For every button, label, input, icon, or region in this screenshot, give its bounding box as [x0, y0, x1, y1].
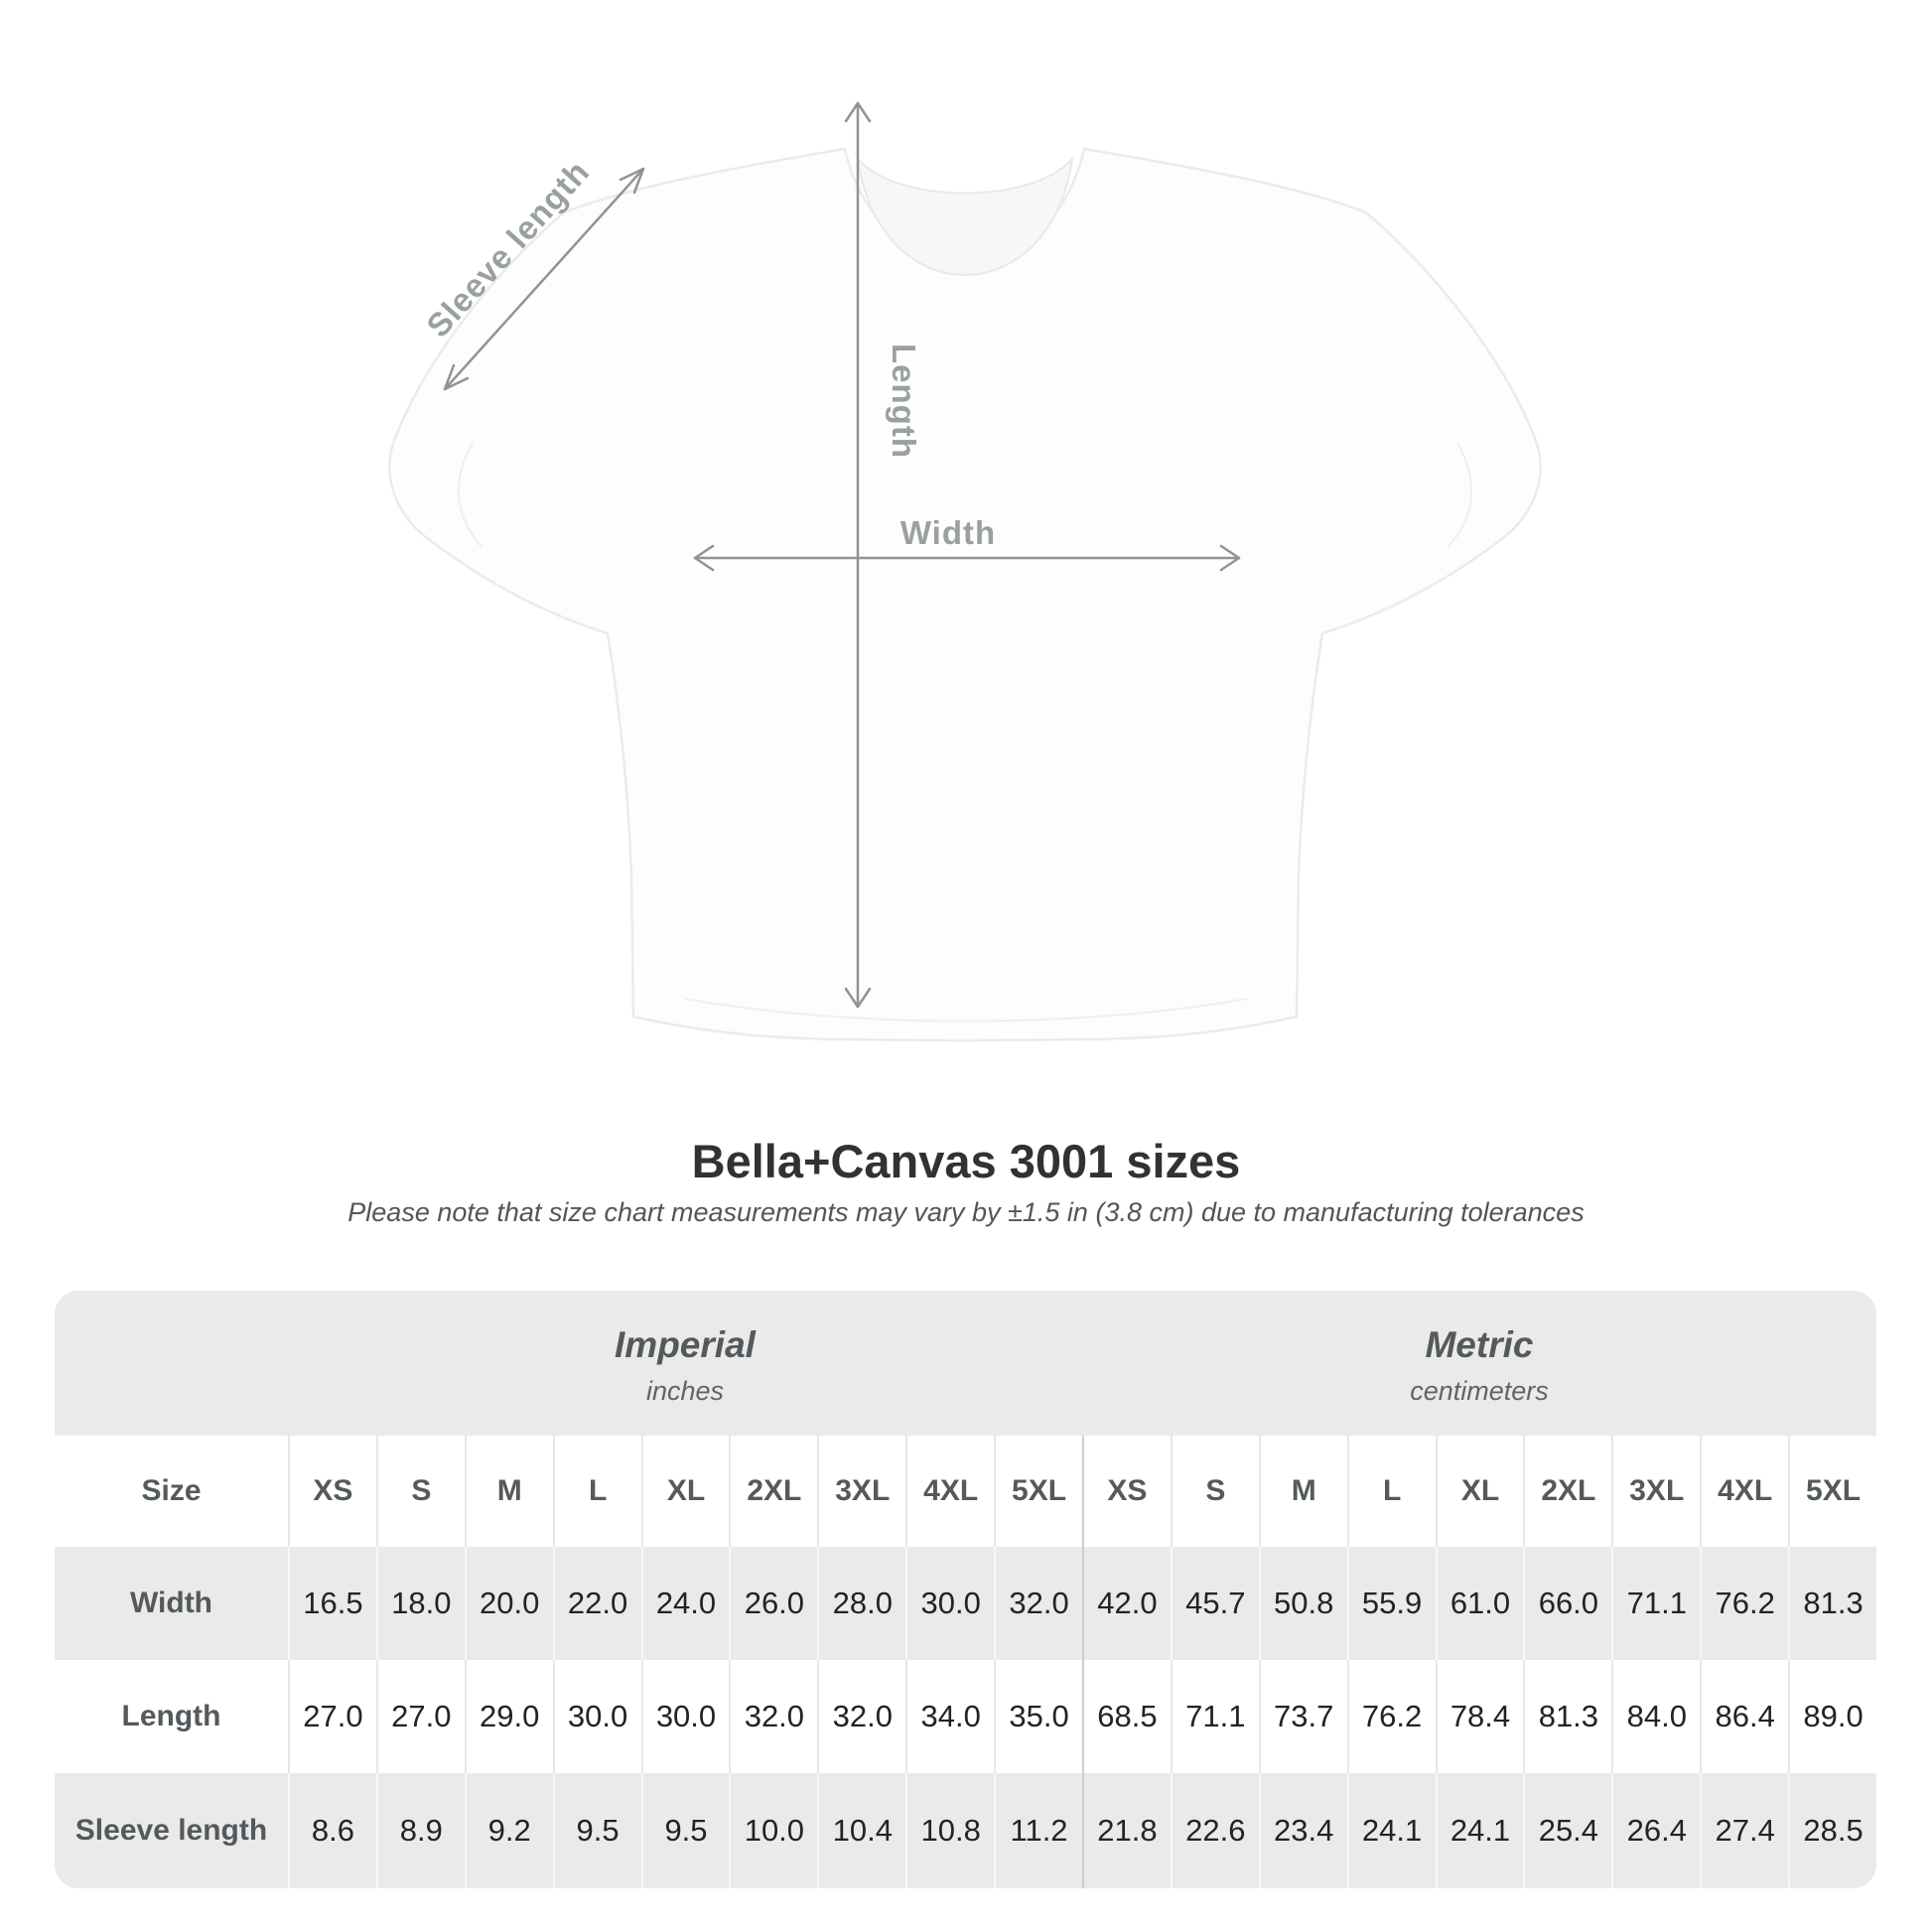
table-cell: 71.1 — [1170, 1660, 1259, 1773]
table-cell: 21.8 — [1081, 1773, 1171, 1888]
row-label: Width — [55, 1547, 288, 1660]
measurement-arrows — [443, 101, 1241, 1009]
table-cell: 9.2 — [464, 1773, 553, 1888]
size-col-header: 2XL — [1523, 1436, 1612, 1547]
length-label: Length — [886, 344, 922, 459]
row-label: Sleeve length — [55, 1773, 288, 1888]
size-col-header: M — [464, 1436, 553, 1547]
imperial-unit-label: inches — [645, 1375, 725, 1406]
tshirt-body — [388, 147, 1542, 1042]
size-chart-card: Imperial inches Metric centimeters Size … — [55, 1291, 1876, 1888]
size-col-header: M — [1258, 1436, 1347, 1547]
table-cell: 73.7 — [1258, 1660, 1347, 1773]
table-cell: 35.0 — [994, 1660, 1082, 1773]
imperial-header: Imperial inches — [288, 1291, 1082, 1436]
table-cell: 28.5 — [1788, 1773, 1876, 1888]
size-col-header: S — [1170, 1436, 1259, 1547]
size-col-header: L — [1346, 1436, 1436, 1547]
hem-line — [684, 998, 1248, 1023]
table-cell: 30.0 — [905, 1547, 995, 1660]
table-cell: 25.4 — [1523, 1773, 1612, 1888]
table-cell: 78.4 — [1435, 1660, 1524, 1773]
table-cell: 42.0 — [1081, 1547, 1171, 1660]
table-cell: 10.8 — [905, 1773, 995, 1888]
size-col-header: 5XL — [994, 1436, 1082, 1547]
table-cell: 76.2 — [1346, 1660, 1436, 1773]
table-cell: 28.0 — [817, 1547, 906, 1660]
size-col-header: 2XL — [729, 1436, 818, 1547]
table-cell: 81.3 — [1788, 1547, 1876, 1660]
size-col-header: 4XL — [1700, 1436, 1789, 1547]
table-cell: 8.6 — [288, 1773, 376, 1888]
table-cell: 10.4 — [817, 1773, 906, 1888]
table-cell: 29.0 — [464, 1660, 553, 1773]
size-header-cell: Size — [55, 1436, 288, 1547]
table-cell: 68.5 — [1081, 1660, 1171, 1773]
table-cell: 27.0 — [288, 1660, 376, 1773]
table-cell: 71.1 — [1611, 1547, 1701, 1660]
table-cell: 30.0 — [640, 1660, 730, 1773]
metric-header: Metric centimeters — [1082, 1291, 1876, 1436]
left-cuff-fold — [457, 442, 483, 549]
table-cell: 9.5 — [640, 1773, 730, 1888]
table-cell: 32.0 — [817, 1660, 906, 1773]
table-cell: 20.0 — [464, 1547, 553, 1660]
collar-icon — [856, 155, 1074, 276]
table-cell: 81.3 — [1523, 1660, 1612, 1773]
size-col-header: L — [552, 1436, 641, 1547]
table-cell: 66.0 — [1523, 1547, 1612, 1660]
table-cell: 32.0 — [994, 1547, 1082, 1660]
table-cell: 11.2 — [994, 1773, 1082, 1888]
metric-unit-label: centimeters — [1410, 1375, 1549, 1406]
table-cell: 26.4 — [1611, 1773, 1701, 1888]
tshirt-graphic — [388, 147, 1542, 1042]
tshirt-measurement-diagram: Sleeve length Length Width — [388, 101, 1542, 1042]
size-col-header: 4XL — [905, 1436, 995, 1547]
table-cell: 45.7 — [1170, 1547, 1259, 1660]
table-cell: 86.4 — [1700, 1660, 1789, 1773]
right-cuff-fold — [1447, 442, 1473, 549]
table-cell: 24.0 — [640, 1547, 730, 1660]
page-title: Bella+Canvas 3001 sizes — [691, 1135, 1241, 1187]
size-col-header: S — [375, 1436, 465, 1547]
table-cell: 16.5 — [288, 1547, 376, 1660]
table-cell: 26.0 — [729, 1547, 818, 1660]
table-cell: 30.0 — [552, 1660, 641, 1773]
table-cell: 23.4 — [1258, 1773, 1347, 1888]
table-cell: 55.9 — [1346, 1547, 1436, 1660]
table-cell: 22.0 — [552, 1547, 641, 1660]
row-label: Length — [55, 1660, 288, 1773]
table-cell: 89.0 — [1788, 1660, 1876, 1773]
table-cell: 27.4 — [1700, 1773, 1789, 1888]
size-col-header: 3XL — [817, 1436, 906, 1547]
table-cell: 27.0 — [375, 1660, 465, 1773]
table-cell: 24.1 — [1346, 1773, 1436, 1888]
size-col-header: XS — [288, 1436, 376, 1547]
size-col-header: 5XL — [1788, 1436, 1876, 1547]
table-cell: 9.5 — [552, 1773, 641, 1888]
sleeve-length-arrow — [443, 167, 645, 391]
table-cell: 76.2 — [1700, 1547, 1789, 1660]
size-col-header: XS — [1081, 1436, 1171, 1547]
length-arrow — [844, 101, 872, 1009]
table-cell: 10.0 — [729, 1773, 818, 1888]
size-col-header: XL — [640, 1436, 730, 1547]
size-col-header: XL — [1435, 1436, 1524, 1547]
tolerance-note: Please note that size chart measurements… — [347, 1197, 1585, 1227]
table-cell: 18.0 — [375, 1547, 465, 1660]
imperial-label: Imperial — [615, 1323, 756, 1365]
width-arrow — [693, 544, 1241, 572]
table-cell: 8.9 — [375, 1773, 465, 1888]
table-cell: 84.0 — [1611, 1660, 1701, 1773]
table-cell: 24.1 — [1435, 1773, 1524, 1888]
table-cell: 34.0 — [905, 1660, 995, 1773]
size-col-header: 3XL — [1611, 1436, 1701, 1547]
width-label: Width — [900, 514, 996, 551]
table-cell: 61.0 — [1435, 1547, 1524, 1660]
table-cell: 32.0 — [729, 1660, 818, 1773]
metric-label: Metric — [1425, 1323, 1534, 1365]
table-cell: 22.6 — [1170, 1773, 1259, 1888]
table-cell: 50.8 — [1258, 1547, 1347, 1660]
